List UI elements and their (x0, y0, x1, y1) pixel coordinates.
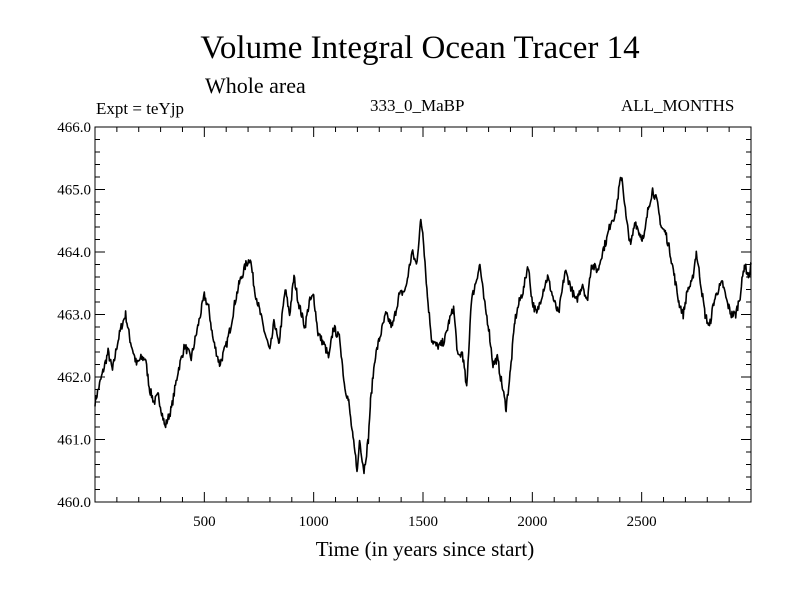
y-tick-label: 464.0 (57, 245, 91, 261)
chart-subtitle: Whole area (205, 73, 306, 98)
y-tick-label: 461.0 (57, 433, 91, 449)
run-label: 333_0_MaBP (370, 96, 465, 115)
x-tick-label: 2500 (627, 514, 657, 530)
x-tick-label: 2000 (517, 514, 547, 530)
x-axis-label: Time (in years since start) (316, 537, 535, 561)
y-tick-label: 463.0 (57, 308, 91, 324)
x-tick-label: 1000 (299, 514, 329, 530)
x-tick-label: 1500 (408, 514, 438, 530)
chart-title: Volume Integral Ocean Tracer 14 (200, 30, 640, 66)
x-tick-label: 500 (193, 514, 216, 530)
y-tick-label: 465.0 (57, 183, 91, 199)
experiment-label: Expt = teYjp (96, 99, 184, 118)
series-line-tracer-14 (94, 176, 752, 475)
y-tick-label: 462.0 (57, 370, 91, 386)
plot-frame (94, 126, 752, 503)
y-tick-label: 460.0 (57, 495, 91, 511)
months-label: ALL_MONTHS (621, 96, 735, 115)
y-tick-label: 466.0 (57, 120, 91, 136)
